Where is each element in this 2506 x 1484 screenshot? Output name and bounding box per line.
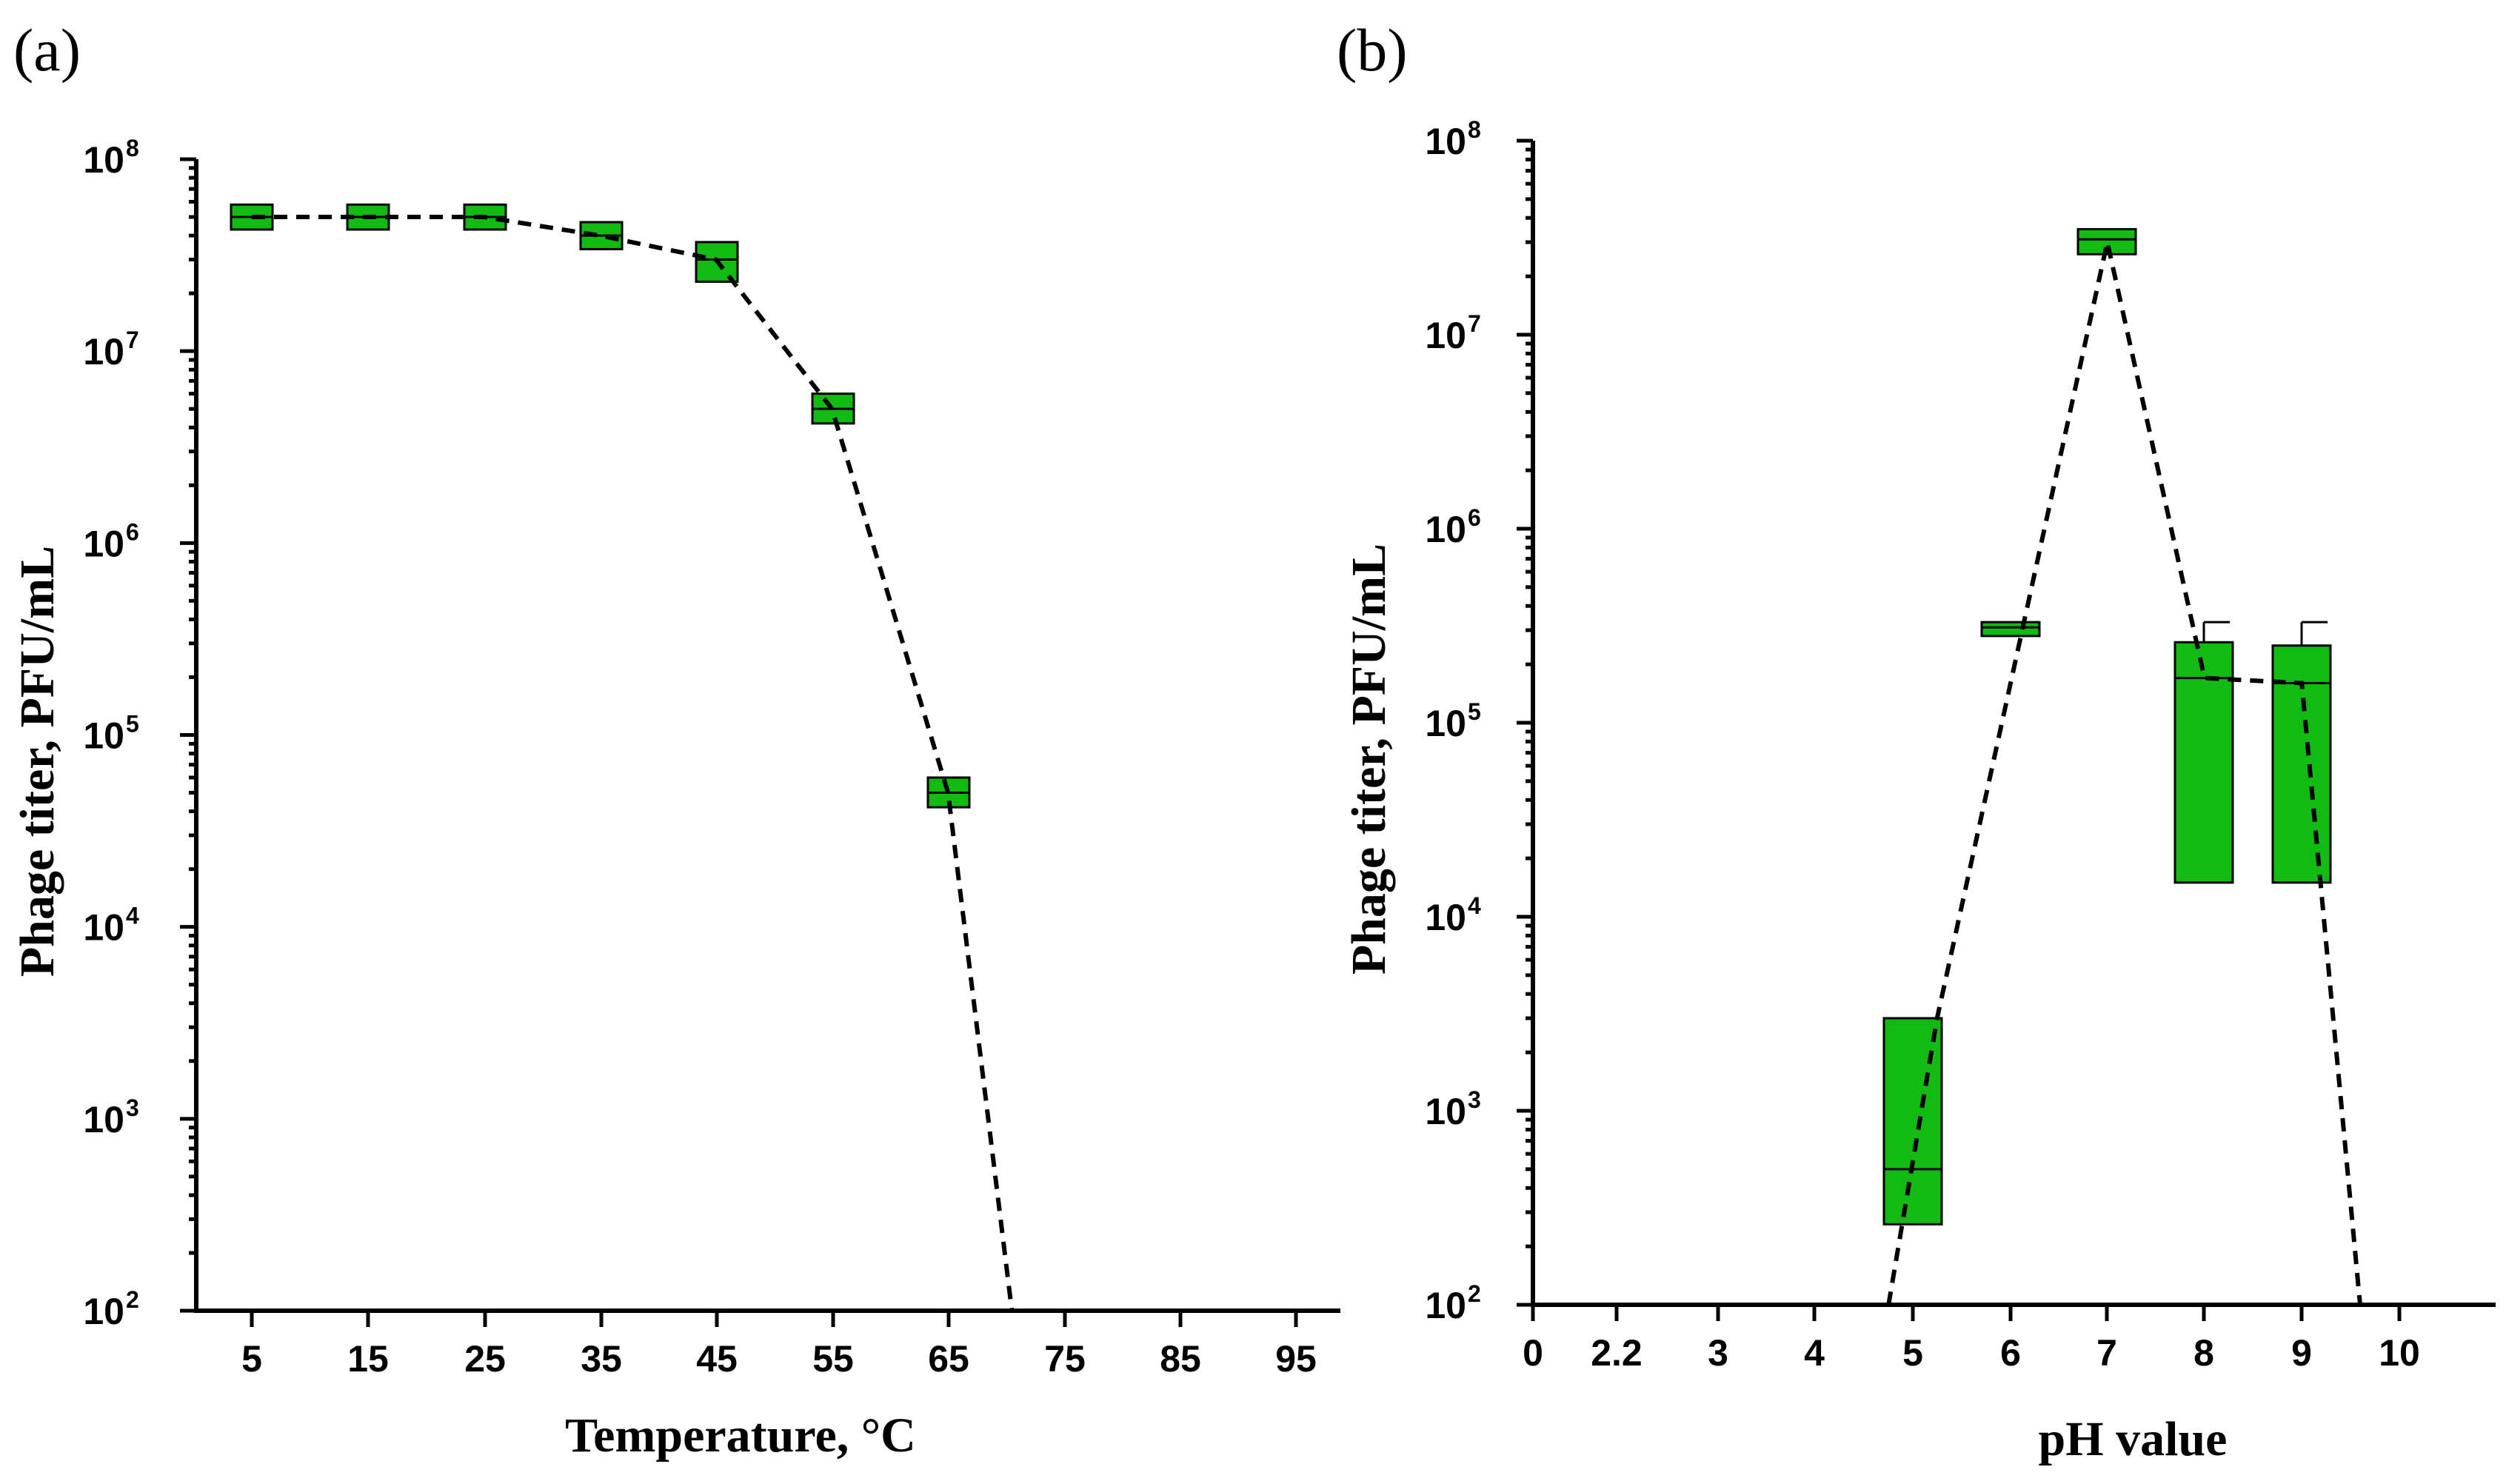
x-tick-label: 2.2	[1591, 1332, 1643, 1374]
x-tick-label: 25	[464, 1338, 506, 1380]
trend-line	[1886, 241, 2362, 1306]
box-8	[2173, 621, 2234, 884]
box-rect	[1882, 1017, 1943, 1226]
y-tick-label: 10	[83, 715, 124, 757]
y-tick-label: 10	[83, 1291, 124, 1332]
panel-b-x-axis-title: pH value	[2039, 1412, 2228, 1466]
x-tick-label: 65	[928, 1338, 969, 1380]
y-tick-label: 10	[1425, 315, 1466, 356]
y-tick-label: 10	[1425, 509, 1466, 550]
y-tick-label: 10	[1425, 703, 1466, 744]
y-tick-exponent: 3	[1468, 1086, 1481, 1113]
panel-b-trend	[1886, 241, 2362, 1306]
x-tick-label: 75	[1044, 1338, 1086, 1380]
y-tick-label: 10	[83, 907, 124, 949]
box-rect	[1980, 621, 2041, 638]
panel-b-label: (b)	[1337, 16, 1408, 84]
y-tick-label: 10	[1425, 1285, 1466, 1326]
x-tick-label: 6	[2000, 1332, 2021, 1374]
x-tick-label: 0	[1523, 1332, 1543, 1374]
x-tick-label: 7	[2096, 1332, 2117, 1374]
panel-b-x-ticks: 0 2.2 3 4 5 6 7 8 9 10	[1523, 1305, 2420, 1374]
y-tick-exponent: 2	[126, 1286, 139, 1313]
panel-a-boxes	[230, 203, 971, 809]
y-tick-label: 10	[1425, 897, 1466, 938]
panel-a-trend	[252, 215, 1015, 1311]
x-tick-label: 5	[241, 1338, 262, 1380]
x-tick-label: 55	[812, 1338, 854, 1380]
y-tick-exponent: 7	[126, 327, 139, 353]
x-tick-label: 35	[581, 1338, 622, 1380]
y-tick-exponent: 6	[126, 518, 139, 545]
x-tick-label: 9	[2291, 1332, 2312, 1374]
y-tick-exponent: 8	[126, 135, 139, 161]
y-tick-exponent: 8	[1468, 116, 1481, 143]
y-tick-exponent: 4	[126, 903, 139, 929]
box-rect	[2173, 641, 2234, 884]
panel-b-y-axis-title: Phage titer, PFU/mL	[1342, 544, 1396, 975]
y-tick-exponent: 6	[1468, 504, 1481, 531]
x-tick-label: 85	[1160, 1338, 1201, 1380]
panel-a-y-axis-title: Phage titer, PFU/mL	[10, 546, 64, 977]
y-tick-label: 10	[83, 331, 124, 372]
y-tick-exponent: 3	[126, 1094, 139, 1121]
panel-b-axes	[1531, 141, 2496, 1307]
y-tick-exponent: 5	[1468, 698, 1481, 725]
box-6	[1980, 621, 2041, 638]
panel-b-boxes	[1882, 227, 2332, 1226]
panel-a-x-ticks: 5 15 25 35 45 55 65 75 85 95	[241, 1311, 1317, 1380]
y-tick-label: 10	[1425, 121, 1466, 162]
y-tick-label: 10	[1425, 1091, 1466, 1132]
panel-a-axes	[194, 159, 1340, 1313]
x-tick-label: 15	[347, 1338, 389, 1380]
box-5	[1882, 1017, 1943, 1226]
x-tick-label: 5	[1902, 1332, 1923, 1374]
panel-b-ph: (b) pH value Phage titer, PFU/mL 10 210 31…	[1337, 16, 2496, 1466]
y-tick-exponent: 5	[126, 711, 139, 738]
panel-a-x-axis-title: Temperature, °C	[565, 1408, 916, 1463]
x-tick-label: 4	[1804, 1332, 1825, 1374]
y-tick-label: 10	[83, 139, 124, 181]
x-tick-label: 10	[2379, 1332, 2420, 1374]
x-tick-label: 95	[1275, 1338, 1317, 1380]
y-tick-label: 10	[83, 1099, 124, 1140]
panel-a-temperature: (a) Temperature, °C Phage titer, PFU/mL …	[10, 16, 1340, 1463]
x-tick-label: 45	[696, 1338, 738, 1380]
panel-a-label: (a)	[13, 16, 81, 84]
trend-line	[252, 215, 1015, 1311]
y-tick-exponent: 4	[1468, 892, 1481, 919]
y-tick-label: 10	[83, 523, 124, 564]
x-tick-label: 3	[1708, 1332, 1728, 1374]
x-tick-label: 8	[2193, 1332, 2214, 1374]
y-tick-exponent: 2	[1468, 1280, 1481, 1307]
box-9	[2271, 621, 2332, 884]
y-tick-exponent: 7	[1468, 310, 1481, 337]
